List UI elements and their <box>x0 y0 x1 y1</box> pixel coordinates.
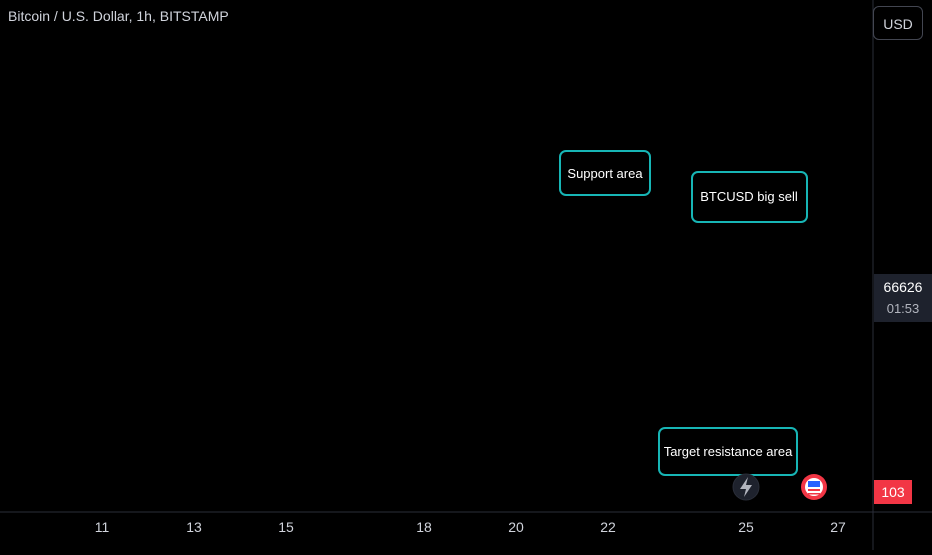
current-price-value: 66626 <box>883 279 923 295</box>
alert-badge[interactable]: 103 <box>874 480 912 504</box>
time-tick-label: 13 <box>186 519 202 535</box>
big-sell-label: BTCUSD big sell <box>700 189 798 204</box>
time-tick-label: 25 <box>738 519 754 535</box>
current-price-tag: 66626 01:53 <box>874 274 932 322</box>
time-tick-label: 20 <box>508 519 524 535</box>
lightning-icon[interactable] <box>732 473 760 501</box>
time-tick-label: 15 <box>278 519 294 535</box>
target-resistance-label: Target resistance area <box>664 444 793 459</box>
support-area-callout[interactable] <box>559 150 651 196</box>
time-tick-label: 27 <box>830 519 846 535</box>
time-tick-label: 22 <box>600 519 616 535</box>
currency-button[interactable]: USD <box>873 6 923 40</box>
big-sell-callout[interactable] <box>691 171 808 223</box>
us-flag-icon[interactable] <box>801 474 827 500</box>
support-area-label: Support area <box>567 166 643 181</box>
time-tick-label: 18 <box>416 519 432 535</box>
chart-title: Bitcoin / U.S. Dollar, 1h, BITSTAMP <box>8 8 229 24</box>
bar-countdown: 01:53 <box>886 301 920 316</box>
time-tick-label: 11 <box>95 519 110 535</box>
target-resistance-callout[interactable] <box>658 427 798 476</box>
